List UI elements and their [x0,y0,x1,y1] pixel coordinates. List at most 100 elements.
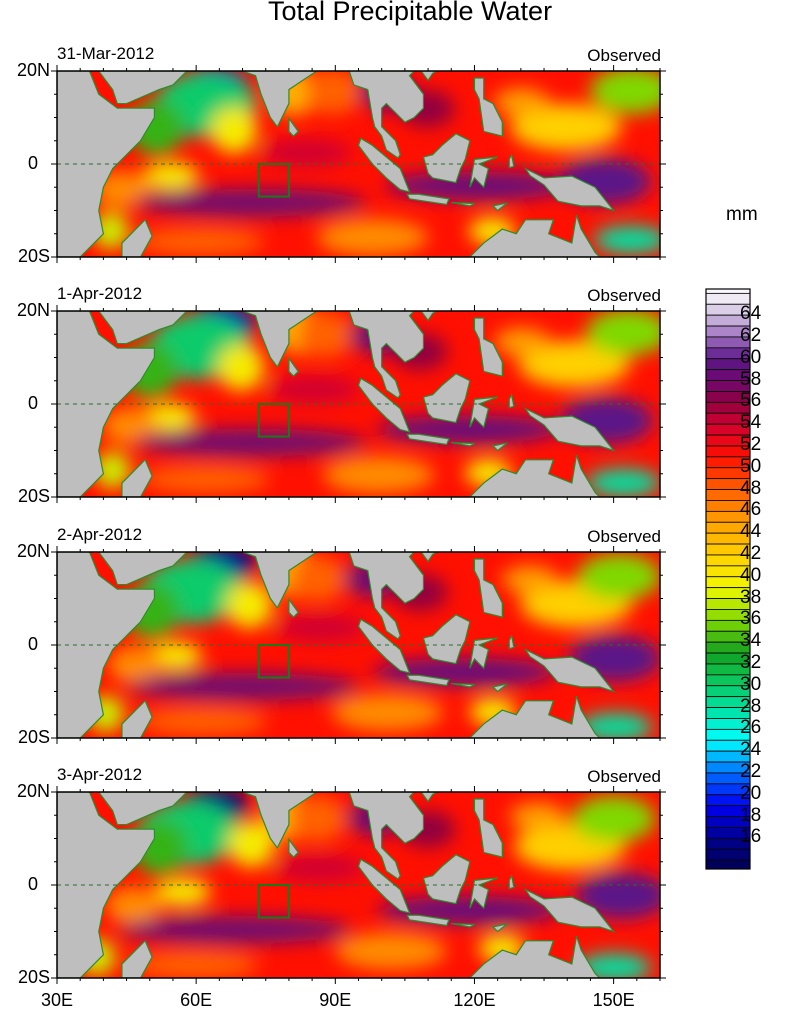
land-mass [242,792,318,849]
land-mass [473,317,503,377]
map-panel-3 [51,546,666,744]
land-mass [469,637,498,670]
colorbar-label: 22 [740,760,762,782]
tpw-anomaly [493,88,550,117]
land-mass [451,441,475,447]
y-tick-label: 0 [27,634,38,654]
colorbar-label: 48 [740,477,762,499]
land-mass [508,873,515,890]
land-mass [420,71,438,82]
tpw-anomaly [217,344,265,391]
land-mass [422,133,471,184]
land-mass [469,156,498,189]
target-box [257,644,290,679]
y-tick-label: 0 [27,153,38,173]
colorbar-label: 36 [740,608,762,630]
tpw-anomaly [129,950,260,978]
land-mass [446,935,601,978]
land-mass [491,202,508,212]
tpw-anomaly [510,802,566,831]
map-panel-4 [51,786,666,984]
land-mass [406,674,450,687]
land-mass [523,648,616,693]
land-mass [446,214,601,257]
tpw-anomaly [137,707,268,736]
panel-status: Observed [587,767,661,786]
panel-date: 2-Apr-2012 [57,525,143,544]
land-mass [357,618,411,674]
colorbar-label: 32 [740,651,762,673]
land-mass [97,311,188,345]
panel-date: 1-Apr-2012 [57,284,143,303]
land-mass [508,152,515,169]
colorbar-label: 34 [740,630,762,652]
tpw-anomaly [590,71,660,114]
colorbar-label: 54 [740,412,762,434]
tpw-anomaly [274,613,368,642]
tpw-anomaly [297,311,354,358]
colorbar-label: 60 [740,346,762,368]
tpw-anomaly [322,456,435,494]
y-tick-label: 20N [16,541,50,561]
tpw-anomaly [140,465,271,494]
land-mass [242,71,318,128]
x-tick-label: 60E [180,990,213,1010]
tpw-anomaly [290,795,346,842]
land-mass [451,201,475,207]
land-mass [446,454,601,497]
map-panel-1 [51,65,666,263]
y-tick-label: 20N [16,60,50,80]
tpw-anomaly [273,854,367,882]
map-panel-2 [51,305,666,503]
chart-title: Total Precipitable Water [267,0,553,26]
colorbar-label: 62 [740,324,762,346]
tpw-anomaly [577,953,652,978]
colorbar-label: 50 [740,455,762,477]
land-mass [357,377,411,433]
panel-status: Observed [587,286,661,305]
land-mass [348,71,425,159]
colorbar-box [705,859,751,870]
colorbar-label: 44 [740,521,762,543]
land-mass [348,792,425,880]
land-mass [357,137,411,193]
tpw-anomaly [134,188,367,217]
y-tick-label: 20N [16,781,50,801]
land-mass [422,373,471,424]
tpw-anomaly [127,672,360,701]
land-mass [288,837,299,858]
land-mass [451,922,475,928]
land-mass [288,597,299,618]
tpw-anomaly [119,915,352,944]
tpw-anomaly [575,872,660,919]
colorbar-box [705,848,751,861]
land-mass [473,798,503,858]
tpw-anomaly [134,227,265,256]
colorbar-label: 56 [740,390,762,412]
y-tick-label: 20S [17,246,50,266]
tpw-anomaly [335,932,447,970]
land-mass [348,311,425,399]
tpw-anomaly [258,138,352,167]
colorbar-label: 42 [740,542,762,564]
tpw-anomaly [101,407,158,445]
tpw-anomaly [518,340,630,388]
land-mass [469,877,498,910]
land-mass [420,311,438,322]
tpw-anomaly [134,428,367,457]
tpw-anomaly [571,795,656,843]
colorbar-units: mm [726,204,758,225]
tpw-anomaly [494,328,551,356]
land-mass [406,433,450,446]
land-mass [420,792,438,803]
tpw-anomaly [305,71,362,115]
land-mass [451,682,475,688]
land-mass [473,77,503,137]
land-mass [97,792,188,826]
colorbar-label: 58 [740,368,762,390]
colorbar-label: 30 [740,673,762,695]
tpw-anomaly [586,468,660,497]
colorbar-label: 16 [740,826,762,848]
tpw-anomaly [226,581,273,629]
